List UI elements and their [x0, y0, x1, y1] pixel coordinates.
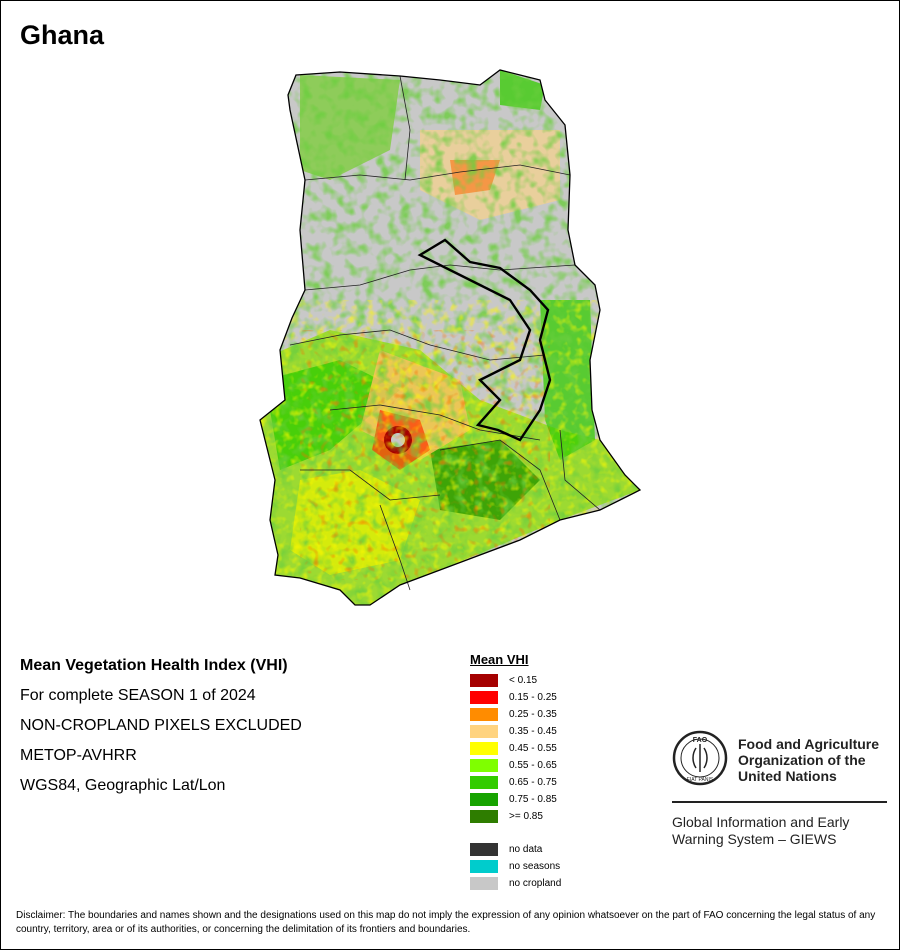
- ghana-vhi-map: [259, 69, 641, 606]
- legend-extra: no data no seasons no cropland: [470, 841, 561, 892]
- legend-swatch: [470, 860, 498, 873]
- fao-emblem-icon: FAO FIAT PANIS: [672, 730, 728, 786]
- legend-item: 0.35 - 0.45: [470, 723, 561, 740]
- map-info-block: Mean Vegetation Health Index (VHI) For c…: [20, 656, 302, 806]
- legend-swatch: [470, 691, 498, 704]
- legend-item: 0.75 - 0.85: [470, 791, 561, 808]
- legend-title: Mean VHI: [470, 652, 529, 667]
- info-line-index: Mean Vegetation Health Index (VHI): [20, 657, 288, 674]
- legend-item: 0.45 - 0.55: [470, 740, 561, 757]
- legend-label: 0.75 - 0.85: [509, 794, 557, 805]
- legend-item: < 0.15: [470, 672, 561, 689]
- giews-line-2: Warning System – GIEWS: [672, 831, 837, 847]
- map-title: Ghana: [20, 20, 105, 50]
- legend-item-no-data: no data: [470, 841, 561, 858]
- legend-label: 0.25 - 0.35: [509, 709, 557, 720]
- legend-swatch: [470, 759, 498, 772]
- legend-label: 0.45 - 0.55: [509, 743, 557, 754]
- legend-swatch: [470, 725, 498, 738]
- info-line-projection: WGS84, Geographic Lat/Lon: [20, 777, 226, 794]
- legend-item: 0.15 - 0.25: [470, 689, 561, 706]
- legend-swatch: [470, 843, 498, 856]
- legend-label: no seasons: [509, 861, 561, 872]
- legend-label: < 0.15: [509, 675, 538, 686]
- legend-label: 0.35 - 0.45: [509, 726, 557, 737]
- legend-item-no-seasons: no seasons: [470, 858, 561, 875]
- legend-label: no data: [509, 844, 543, 855]
- legend-swatch: [470, 674, 498, 687]
- legend-item: 0.25 - 0.35: [470, 706, 561, 723]
- giews-name: Global Information and Early Warning Sys…: [672, 814, 888, 848]
- info-line-sensor: METOP-AVHRR: [20, 747, 137, 764]
- legend-swatch: [470, 877, 498, 890]
- legend-label: 0.55 - 0.65: [509, 760, 557, 771]
- logo-divider: [672, 801, 887, 803]
- legend-label: 0.65 - 0.75: [509, 777, 557, 788]
- fao-org-name: Food and Agriculture Organization of the…: [738, 736, 888, 784]
- legend-item-no-cropland: no cropland: [470, 875, 561, 892]
- info-line-season: For complete SEASON 1 of 2024: [20, 687, 256, 704]
- emblem-motto: FIAT PANIS: [687, 777, 714, 783]
- legend-classes: < 0.15 0.15 - 0.25 0.25 - 0.35 0.35 - 0.…: [470, 672, 561, 825]
- legend-swatch: [470, 793, 498, 806]
- legend-label: 0.15 - 0.25: [509, 692, 557, 703]
- info-line-exclusion: NON-CROPLAND PIXELS EXCLUDED: [20, 717, 302, 734]
- org-line-2: Organization of the: [738, 752, 866, 768]
- legend-label: no cropland: [509, 878, 562, 889]
- legend-swatch: [470, 776, 498, 789]
- legend-label: >= 0.85: [509, 811, 543, 822]
- legend-swatch: [470, 742, 498, 755]
- legend-item: >= 0.85: [470, 808, 561, 825]
- legend-item: 0.65 - 0.75: [470, 774, 561, 791]
- org-line-3: United Nations: [738, 768, 837, 784]
- giews-line-1: Global Information and Early: [672, 814, 850, 830]
- legend-item: 0.55 - 0.65: [470, 757, 561, 774]
- legend-swatch: [470, 708, 498, 721]
- disclaimer: Disclaimer: The boundaries and names sho…: [16, 910, 876, 935]
- legend-swatch: [470, 810, 498, 823]
- legend: Mean VHI < 0.15 0.15 - 0.25 0.25 - 0.35 …: [470, 652, 561, 892]
- emblem-text: FAO: [693, 737, 708, 744]
- org-line-1: Food and Agriculture: [738, 736, 880, 752]
